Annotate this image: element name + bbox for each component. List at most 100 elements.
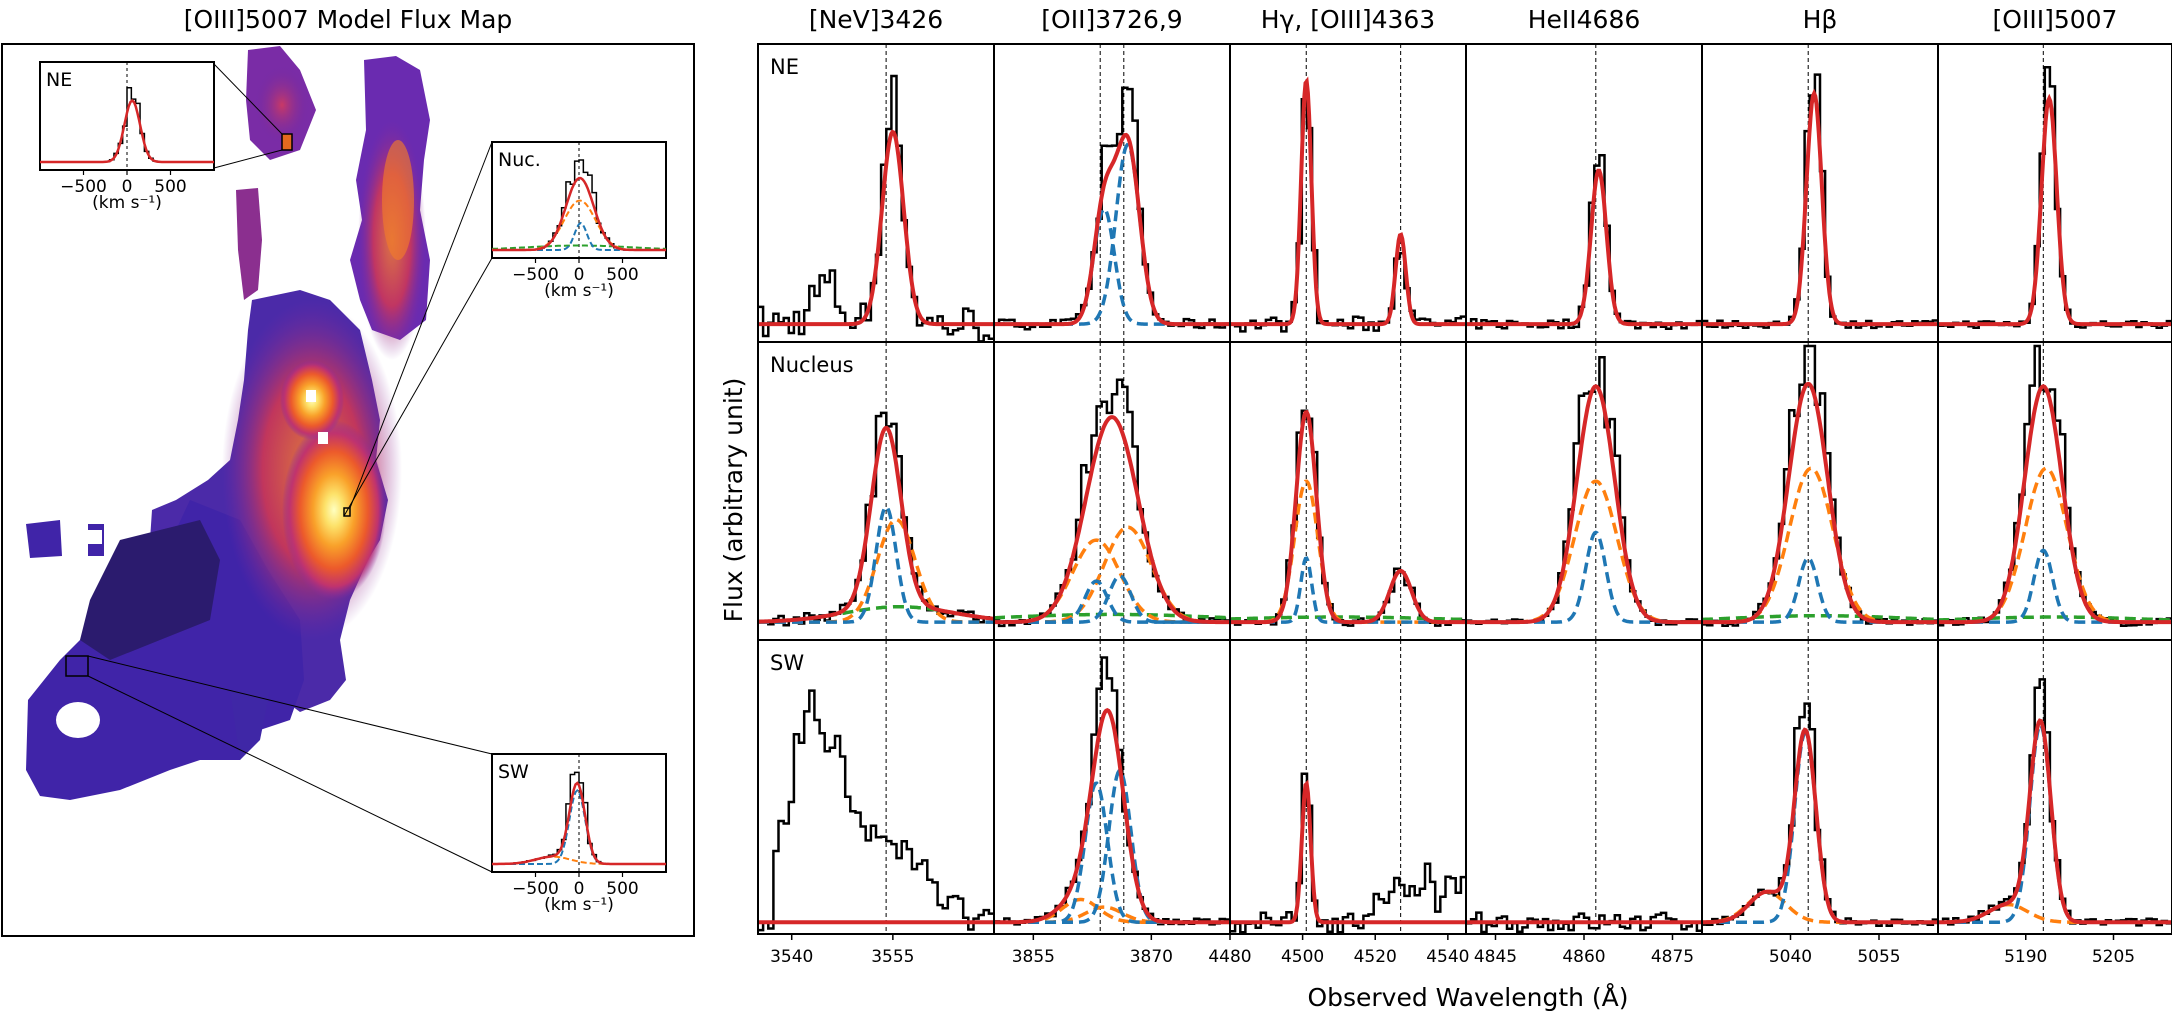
data-histogram [1938, 66, 2172, 330]
x-tick-label: 4860 [1562, 947, 1605, 967]
region-box-sw [65, 655, 89, 677]
inset-panel: SW −500 0 500(km s⁻¹) [491, 753, 667, 915]
inset-tick-label: −500 [512, 879, 559, 899]
total-fit-line [1466, 168, 1702, 327]
map-hole [88, 530, 102, 544]
total-fit-line [1230, 76, 1466, 327]
map-region-ne-stem [236, 188, 262, 300]
total-fit-line [994, 415, 1230, 625]
spectrum-panel [1465, 341, 1703, 641]
narrow-component-line [1466, 530, 1702, 624]
narrow-component-line [1702, 731, 1938, 924]
narrow-component-line [994, 574, 1230, 624]
inset-fit-line [40, 98, 214, 164]
narrow-component-line [1230, 556, 1466, 624]
inset-tick-label: 500 [606, 265, 638, 285]
total-fit-line [1938, 718, 2172, 925]
column-title: [NeV]3426 [809, 5, 943, 34]
verybroad-component-line [993, 612, 1231, 620]
spectrum-panel [1701, 639, 1939, 935]
data-histogram [1938, 678, 2172, 927]
inset-label: NE [46, 69, 72, 91]
inset-tick-label: 0 [574, 265, 585, 285]
total-fit-line [1702, 88, 1938, 327]
row-label: NE [770, 55, 799, 79]
spectrum-panel [757, 43, 995, 343]
map-hole [318, 432, 328, 444]
x-tick-label: 3540 [770, 947, 813, 967]
leader-lines [87, 63, 493, 873]
inset-fit-line [491, 244, 667, 250]
inset-unit-label: (km s⁻¹) [544, 895, 614, 915]
data-histogram [1466, 911, 1702, 934]
region-box-ne [281, 133, 293, 151]
x-tick-label: 4480 [1208, 947, 1251, 967]
insets: NE−500 0 500(km s⁻¹)Nuc.−500 0 500(km s⁻¹)SW… [39, 61, 667, 915]
map-region-west [26, 520, 104, 558]
panel-frame [1937, 341, 2172, 641]
spectrum-panel [1701, 43, 1939, 343]
inset-panel: Nuc. −500 0 500(km s⁻¹) [491, 141, 667, 301]
spectrum-panel [757, 341, 995, 641]
total-fit-line [994, 132, 1230, 327]
x-tick-label: 3555 [871, 947, 914, 967]
column-title: HeII4686 [1528, 5, 1641, 34]
narrow-component-line [994, 768, 1230, 924]
x-tick-label: 5190 [2004, 947, 2047, 967]
map-glow-ne-knot [254, 65, 310, 145]
leader-line [213, 63, 283, 135]
x-tick-label: 5205 [2092, 947, 2135, 967]
column-title: Hβ [1803, 5, 1838, 34]
leader-line [343, 257, 493, 517]
inset-fit-line [492, 176, 666, 252]
row-label: Nucleus [770, 353, 854, 377]
total-fit-line [758, 425, 995, 624]
spectrum-panel [1937, 639, 2172, 935]
map-region-south-tip [230, 690, 270, 760]
x-tick-label: 4845 [1474, 947, 1517, 967]
spectrum-panel [993, 639, 1231, 935]
panel-frame [1229, 639, 1467, 935]
map-glow-arm-core [382, 140, 414, 260]
data-histogram [1702, 73, 1938, 330]
narrow-component-line [758, 505, 994, 624]
x-tick-label: 4875 [1651, 947, 1694, 967]
spectrum-panel [993, 43, 1231, 343]
inset-fit-line [492, 781, 666, 866]
map-frame [1, 43, 695, 937]
panel-frame [1465, 341, 1703, 641]
panel-frame [1465, 639, 1703, 935]
panel-frame [993, 341, 1231, 641]
column-title: [OIII]5007 [1993, 5, 2118, 34]
data-histogram [1702, 344, 1938, 628]
total-fit-line [1466, 384, 1702, 625]
panel-frame [1701, 639, 1939, 935]
map-hole [56, 702, 100, 738]
total-fit-line [758, 129, 994, 327]
spectrum-panel [993, 341, 1231, 641]
total-fit-line [1702, 381, 1938, 625]
x-tick-label: 4520 [1354, 947, 1397, 967]
data-histogram [758, 74, 994, 343]
panel-frame [993, 43, 1231, 343]
total-fit-line [1702, 727, 1938, 925]
spectrum-panel [1465, 639, 1703, 935]
inset-tick-label: −500 [60, 177, 107, 197]
column-title: Hγ, [OIII]4363 [1261, 5, 1435, 34]
data-histogram [994, 86, 1230, 331]
spectrum-panel [1229, 341, 1467, 641]
total-fit-line [1230, 409, 1466, 625]
data-histogram [994, 656, 1230, 926]
spectrum-panel [1229, 43, 1467, 343]
x-tick-label: 5055 [1857, 947, 1900, 967]
leader-line [349, 141, 493, 509]
data-histogram [1230, 97, 1466, 333]
map-hole [306, 390, 316, 402]
inset-panel: NE −500 0 500(km s⁻¹) [39, 61, 215, 213]
panel-frame [1229, 341, 1467, 641]
map-glow-core [282, 420, 386, 600]
narrow-component-line [994, 207, 1230, 326]
x-axis-label: Observed Wavelength (Å) [1307, 983, 1628, 1012]
spectrum-panel [1937, 43, 2172, 343]
